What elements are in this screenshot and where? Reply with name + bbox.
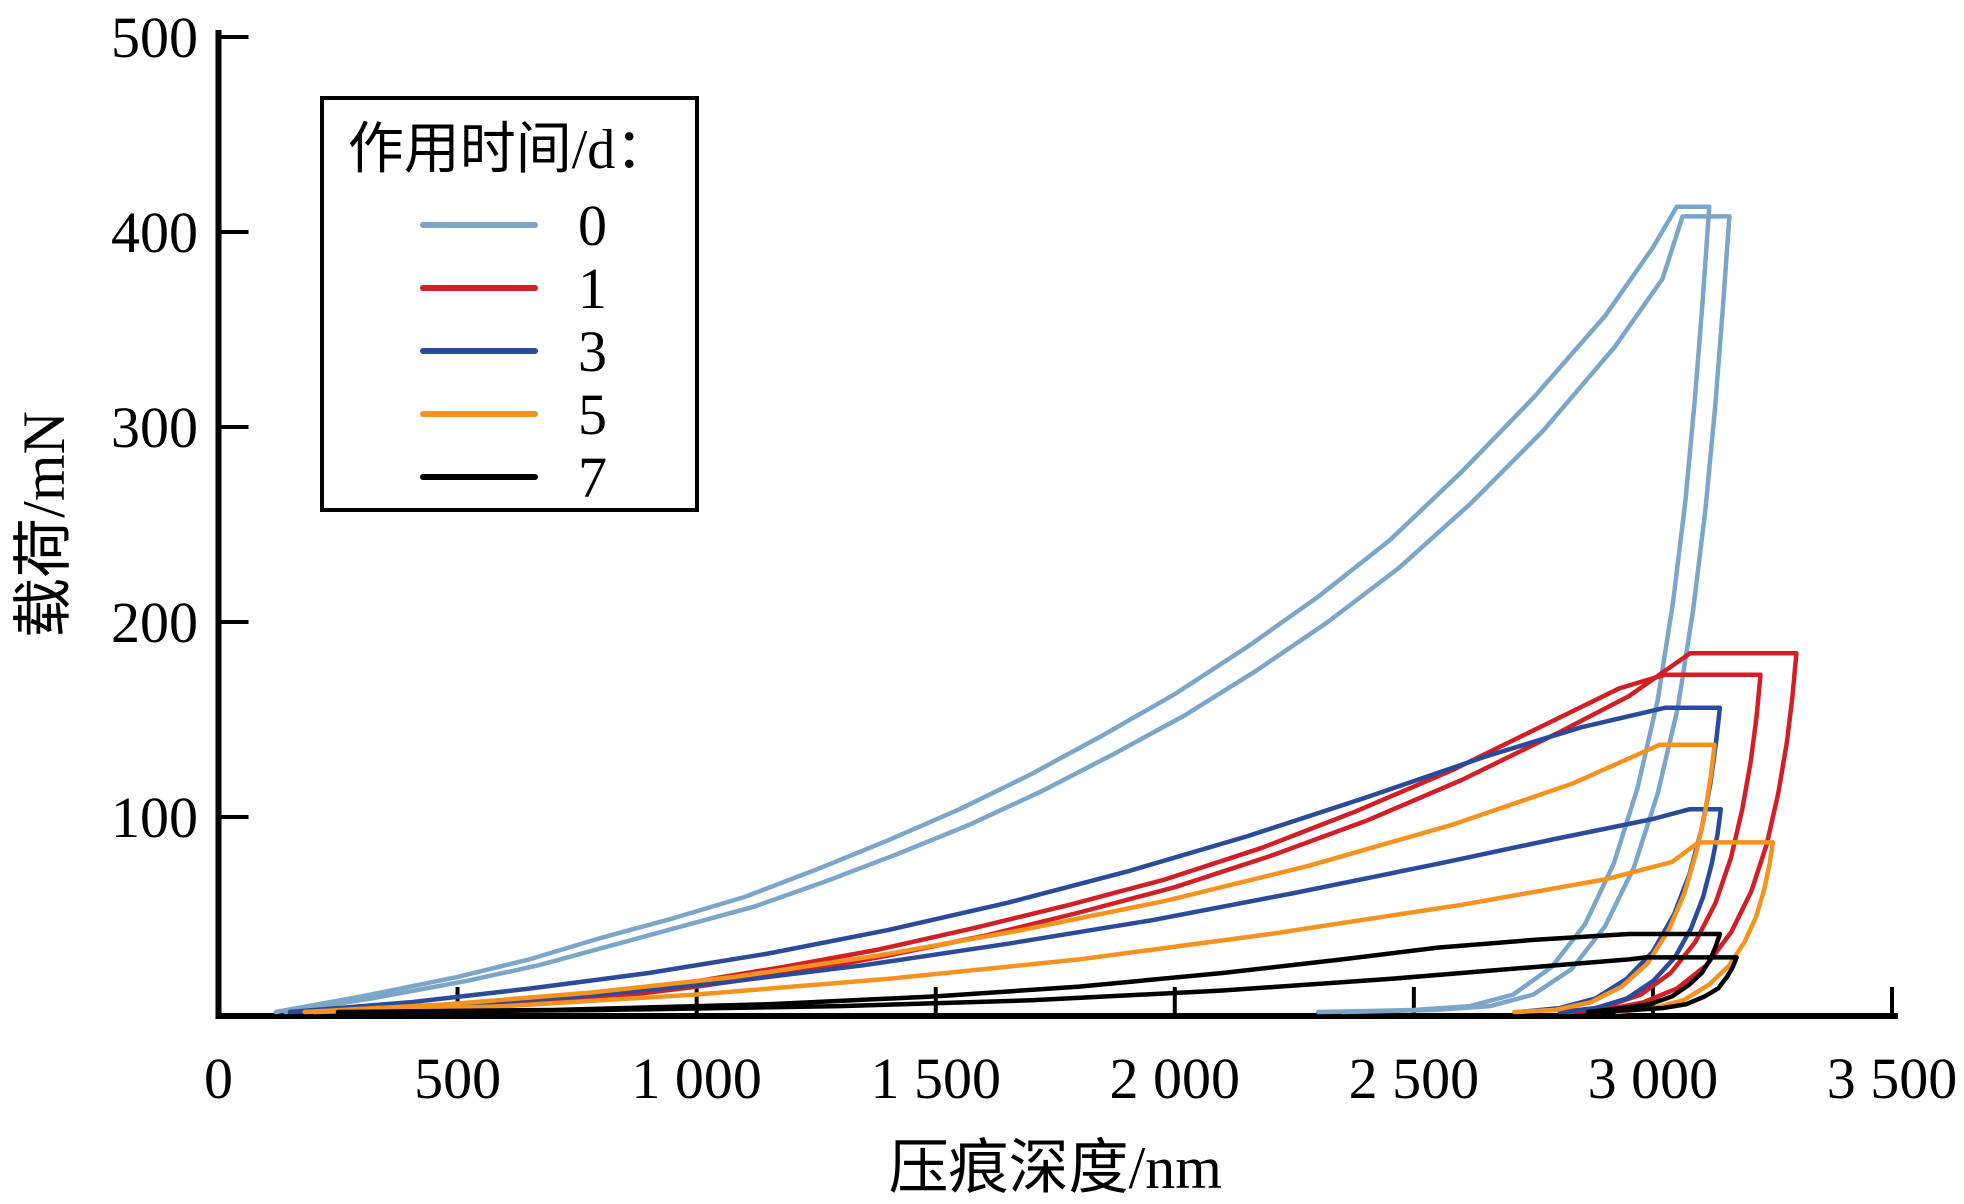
y-tick-label-400: 400 <box>111 200 198 265</box>
series-7d-loop-1 <box>335 931 1723 1015</box>
y-tick-label-300: 300 <box>111 395 198 460</box>
x-tick-label-2500: 2 500 <box>1349 1046 1480 1111</box>
legend-box <box>320 96 699 512</box>
legend-label-1d: 1 <box>578 256 607 321</box>
y-tick-label-500: 500 <box>111 5 198 70</box>
y-tick-label-100: 100 <box>111 785 198 850</box>
series-0d-loop-2 <box>283 214 1732 1015</box>
y-tick-label-200: 200 <box>111 590 198 655</box>
x-tick-label-0: 0 <box>204 1046 233 1111</box>
x-tick-label-1500: 1 500 <box>870 1046 1001 1111</box>
x-tick-label-500: 500 <box>414 1046 501 1111</box>
series-3d-loop-2 <box>287 806 1724 1015</box>
series-7d-loop-2 <box>359 955 1739 1015</box>
x-tick-label-3000: 3 000 <box>1588 1046 1719 1111</box>
legend-label-7d: 7 <box>578 445 607 510</box>
x-tick-label-2000: 2 000 <box>1110 1046 1241 1111</box>
x-tick-label-3500: 3 500 <box>1827 1046 1958 1111</box>
legend-label-5d: 5 <box>578 382 607 447</box>
series-5d-loop-2 <box>311 840 1776 1015</box>
x-axis-title: 压痕深度/nm <box>889 1135 1222 1201</box>
series-5d-loop-1 <box>302 742 1717 1015</box>
series-0d-loop-1 <box>273 204 1712 1015</box>
legend-label-0d: 0 <box>578 193 607 258</box>
x-tick-label-1000: 1 000 <box>631 1046 762 1111</box>
legend-title: 作用时间/d： <box>348 119 672 181</box>
legend-label-3d: 3 <box>578 319 607 384</box>
y-axis-title: 载荷/mN <box>11 411 77 638</box>
